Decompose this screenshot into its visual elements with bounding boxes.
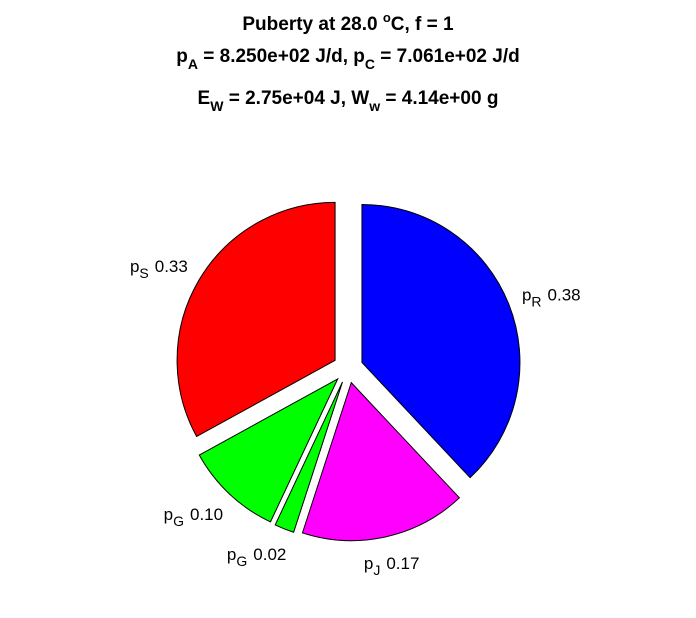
- value-label: 0.02: [253, 545, 286, 564]
- label-text: p: [164, 505, 173, 524]
- label-text: p: [227, 545, 236, 564]
- slice-label: pS 0.33: [130, 257, 188, 281]
- label-subscript: G: [236, 553, 247, 569]
- title-line: EW = 2.75e+04 J, Ww = 4.14e+00 g: [198, 88, 499, 114]
- value-label: 0.17: [386, 554, 419, 573]
- slice-label: pG 0.10: [164, 505, 223, 529]
- pie-slice: [274, 381, 343, 533]
- label-subscript: R: [531, 293, 541, 309]
- pie-slice: [301, 381, 461, 542]
- title-text: A: [188, 56, 198, 72]
- label-text: p: [522, 285, 531, 304]
- pie-slice: [176, 201, 336, 438]
- title-text: = 7.061e+02 J/d: [375, 46, 520, 67]
- title-text: = 8.250e+02 J/d, p: [198, 46, 365, 67]
- label-subscript: G: [173, 513, 184, 529]
- title-line: pA = 8.250e+02 J/d, pC = 7.061e+02 J/d: [176, 46, 519, 72]
- title-line: Puberty at 28.0 oC, f = 1: [242, 10, 454, 35]
- slice-label: pJ 0.17: [364, 554, 420, 578]
- label-text: p: [130, 257, 139, 276]
- slice-label: pG 0.02: [227, 545, 286, 569]
- title-text: o: [383, 10, 391, 25]
- value-label: 0.10: [190, 505, 223, 524]
- title-text: C, f = 1: [391, 14, 454, 35]
- pie-slice: [361, 203, 521, 479]
- label-subscript: S: [139, 265, 148, 281]
- title-text: = 4.14e+00 g: [380, 88, 498, 109]
- slice-label: pR 0.38: [522, 285, 581, 309]
- value-label: 0.33: [155, 257, 188, 276]
- title-text: Puberty at 28.0: [242, 14, 382, 35]
- label-text: p: [364, 554, 373, 573]
- title-text: = 2.75e+04 J, W: [223, 88, 369, 109]
- label-subscript: J: [373, 562, 380, 578]
- title-text: E: [198, 88, 211, 109]
- title-text: p: [176, 46, 188, 67]
- value-label: 0.38: [548, 285, 581, 304]
- title-text: W: [210, 98, 224, 114]
- title-text: C: [365, 56, 375, 72]
- pie-slice: [198, 377, 339, 523]
- title-text: w: [368, 98, 380, 114]
